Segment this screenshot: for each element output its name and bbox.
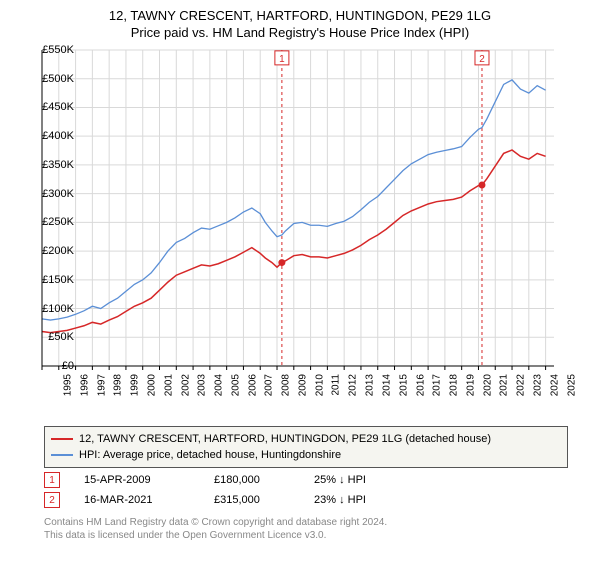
svg-text:1: 1 <box>279 54 285 65</box>
footer-line2: This data is licensed under the Open Gov… <box>44 529 387 542</box>
event-row: 1 15-APR-2009£180,00025% ↓ HPI <box>44 470 434 490</box>
y-tick-label: £500K <box>34 73 74 85</box>
x-tick-label: 2015 <box>398 374 409 396</box>
x-tick-label: 2025 <box>566 374 577 396</box>
x-tick-label: 2023 <box>532 374 543 396</box>
chart-area: 12 £0£50K£100K£150K£200K£250K£300K£350K£… <box>38 46 598 406</box>
x-tick-label: 2008 <box>280 374 291 396</box>
event-delta: 25% ↓ HPI <box>314 474 434 486</box>
x-tick-label: 2002 <box>180 374 191 396</box>
y-tick-label: £300K <box>34 188 74 200</box>
event-date: 15-APR-2009 <box>84 474 214 486</box>
footer-attribution: Contains HM Land Registry data © Crown c… <box>44 516 387 542</box>
x-tick-label: 2012 <box>348 374 359 396</box>
chart-subtitle: Price paid vs. HM Land Registry's House … <box>0 25 600 40</box>
x-tick-label: 1998 <box>113 374 124 396</box>
x-tick-label: 1997 <box>96 374 107 396</box>
chart-title: 12, TAWNY CRESCENT, HARTFORD, HUNTINGDON… <box>0 8 600 23</box>
event-marker: 1 <box>44 472 60 488</box>
x-tick-label: 2006 <box>247 374 258 396</box>
x-tick-label: 1996 <box>79 374 90 396</box>
svg-text:2: 2 <box>479 54 485 65</box>
x-tick-label: 2003 <box>197 374 208 396</box>
legend-label: HPI: Average price, detached house, Hunt… <box>79 449 341 461</box>
x-tick-label: 2022 <box>515 374 526 396</box>
y-tick-label: £0 <box>34 360 74 372</box>
y-tick-label: £100K <box>34 303 74 315</box>
chart-svg: 12 <box>38 46 558 386</box>
x-tick-label: 2000 <box>146 374 157 396</box>
y-tick-label: £350K <box>34 159 74 171</box>
legend-item: 12, TAWNY CRESCENT, HARTFORD, HUNTINGDON… <box>51 431 561 447</box>
chart-container: { "title": "12, TAWNY CRESCENT, HARTFORD… <box>0 8 600 568</box>
x-tick-label: 2005 <box>230 374 241 396</box>
x-tick-label: 2001 <box>163 374 174 396</box>
x-tick-label: 1995 <box>62 374 73 396</box>
x-tick-label: 2013 <box>364 374 375 396</box>
y-tick-label: £450K <box>34 101 74 113</box>
footer-line1: Contains HM Land Registry data © Crown c… <box>44 516 387 529</box>
events-table: 1 15-APR-2009£180,00025% ↓ HPI 2 16-MAR-202… <box>44 470 434 510</box>
x-tick-label: 2010 <box>314 374 325 396</box>
y-tick-label: £400K <box>34 130 74 142</box>
legend-swatch <box>51 454 73 456</box>
event-marker: 2 <box>44 492 60 508</box>
y-tick-label: £250K <box>34 216 74 228</box>
x-tick-label: 2020 <box>482 374 493 396</box>
legend-swatch <box>51 438 73 440</box>
event-date: 16-MAR-2021 <box>84 494 214 506</box>
event-price: £180,000 <box>214 474 314 486</box>
x-tick-label: 2019 <box>465 374 476 396</box>
y-tick-label: £200K <box>34 245 74 257</box>
x-tick-label: 2014 <box>381 374 392 396</box>
legend-item: HPI: Average price, detached house, Hunt… <box>51 447 561 463</box>
y-tick-label: £150K <box>34 274 74 286</box>
x-tick-label: 2024 <box>549 374 560 396</box>
x-tick-label: 1999 <box>129 374 140 396</box>
x-tick-label: 2007 <box>264 374 275 396</box>
legend-label: 12, TAWNY CRESCENT, HARTFORD, HUNTINGDON… <box>79 433 491 445</box>
event-delta: 23% ↓ HPI <box>314 494 434 506</box>
x-tick-label: 2011 <box>330 374 341 396</box>
x-tick-label: 2017 <box>432 374 443 396</box>
x-tick-label: 2016 <box>415 374 426 396</box>
event-row: 2 16-MAR-2021£315,00023% ↓ HPI <box>44 490 434 510</box>
legend: 12, TAWNY CRESCENT, HARTFORD, HUNTINGDON… <box>44 426 568 468</box>
x-tick-label: 2004 <box>213 374 224 396</box>
x-tick-label: 2021 <box>499 374 510 396</box>
x-tick-label: 2009 <box>297 374 308 396</box>
event-price: £315,000 <box>214 494 314 506</box>
y-tick-label: £50K <box>34 331 74 343</box>
y-tick-label: £550K <box>34 44 74 56</box>
x-tick-label: 2018 <box>448 374 459 396</box>
